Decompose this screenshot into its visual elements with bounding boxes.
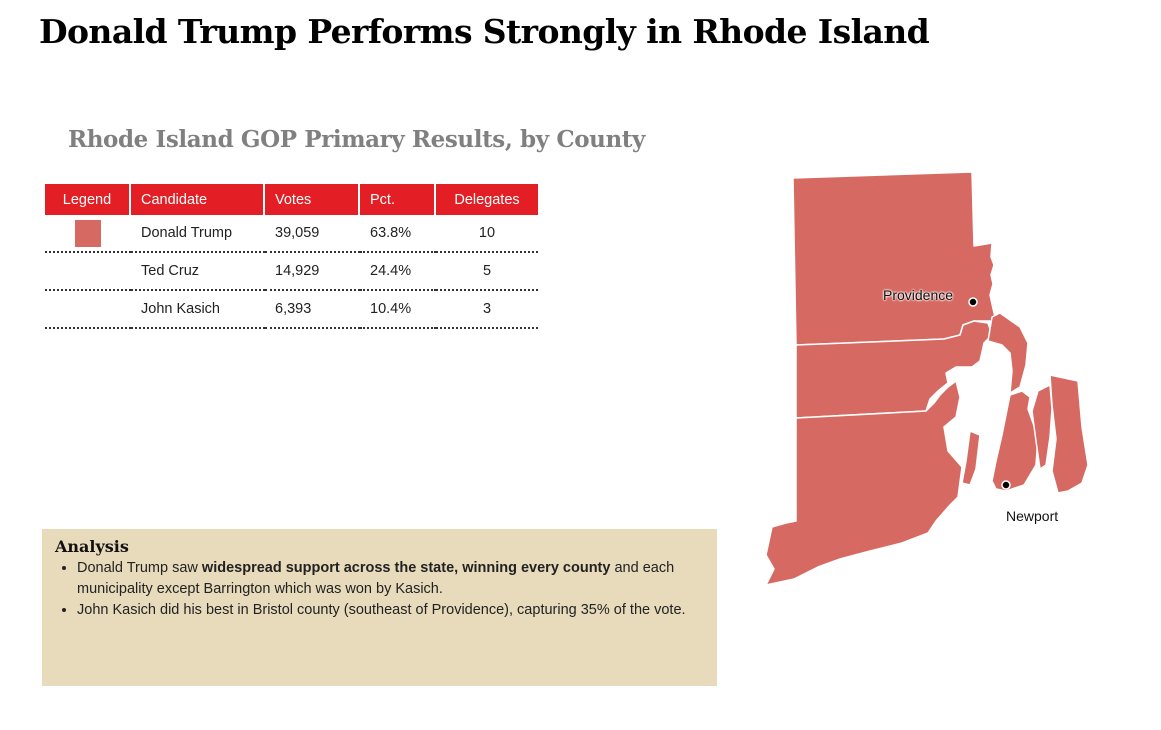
table-header-row: Legend Candidate Votes Pct. Delegates	[45, 184, 538, 215]
header-legend: Legend	[45, 184, 131, 215]
legend-cell	[45, 215, 131, 253]
county-kent[interactable]	[795, 320, 993, 419]
legend-cell	[45, 291, 131, 329]
county-newport-tiverton[interactable]	[1031, 384, 1053, 470]
county-newport-jamestown[interactable]	[961, 430, 981, 486]
bullet-bold-text: widespread support across the state, win…	[201, 560, 611, 576]
rhode-island-map: Providence Newport	[760, 165, 1100, 595]
county-providence[interactable]	[792, 171, 999, 346]
results-table: Legend Candidate Votes Pct. Delegates Do…	[45, 184, 538, 329]
bullet-text: Donald Trump saw	[77, 560, 202, 576]
candidate-pct: 63.8%	[360, 215, 436, 253]
county-newport-east[interactable]	[1049, 374, 1089, 494]
city-marker-newport	[1001, 480, 1011, 490]
legend-cell	[45, 253, 131, 291]
candidate-name: John Kasich	[131, 291, 265, 329]
table-row: Ted Cruz 14,929 24.4% 5	[45, 253, 538, 291]
bullet-text: and each municipality except Barrington …	[77, 560, 675, 597]
header-pct: Pct.	[360, 184, 436, 215]
candidate-name: Donald Trump	[131, 215, 265, 253]
candidate-pct: 24.4%	[360, 253, 436, 291]
table-row: Donald Trump 39,059 63.8% 10	[45, 215, 538, 253]
bullet-text: John Kasich did his best in Bristol coun…	[77, 602, 686, 618]
candidate-delegates: 10	[436, 215, 538, 253]
page-title: Donald Trump Performs Strongly in Rhode …	[39, 12, 930, 51]
header-delegates: Delegates	[436, 184, 538, 215]
county-bristol[interactable]	[987, 312, 1029, 394]
candidate-votes: 14,929	[265, 253, 360, 291]
header-candidate: Candidate	[131, 184, 265, 215]
candidate-name: Ted Cruz	[131, 253, 265, 291]
table-row: John Kasich 6,393 10.4% 3	[45, 291, 538, 329]
candidate-votes: 39,059	[265, 215, 360, 253]
county-washington[interactable]	[765, 380, 963, 586]
candidate-pct: 10.4%	[360, 291, 436, 329]
analysis-bullet: John Kasich did his best in Bristol coun…	[77, 600, 704, 621]
county-newport-aquidneck[interactable]	[991, 390, 1039, 492]
city-marker-providence	[968, 297, 978, 307]
analysis-box: Analysis Donald Trump saw widespread sup…	[42, 529, 717, 686]
city-label-newport: Newport	[1006, 508, 1059, 524]
analysis-heading: Analysis	[55, 537, 129, 556]
candidate-delegates: 3	[436, 291, 538, 329]
legend-swatch-trump	[75, 219, 101, 247]
chart-subtitle: Rhode Island GOP Primary Results, by Cou…	[68, 126, 645, 153]
candidate-delegates: 5	[436, 253, 538, 291]
analysis-bullet: Donald Trump saw widespread support acro…	[77, 558, 704, 600]
header-votes: Votes	[265, 184, 360, 215]
city-label-providence: Providence	[883, 287, 954, 303]
analysis-list: Donald Trump saw widespread support acro…	[55, 558, 704, 621]
candidate-votes: 6,393	[265, 291, 360, 329]
